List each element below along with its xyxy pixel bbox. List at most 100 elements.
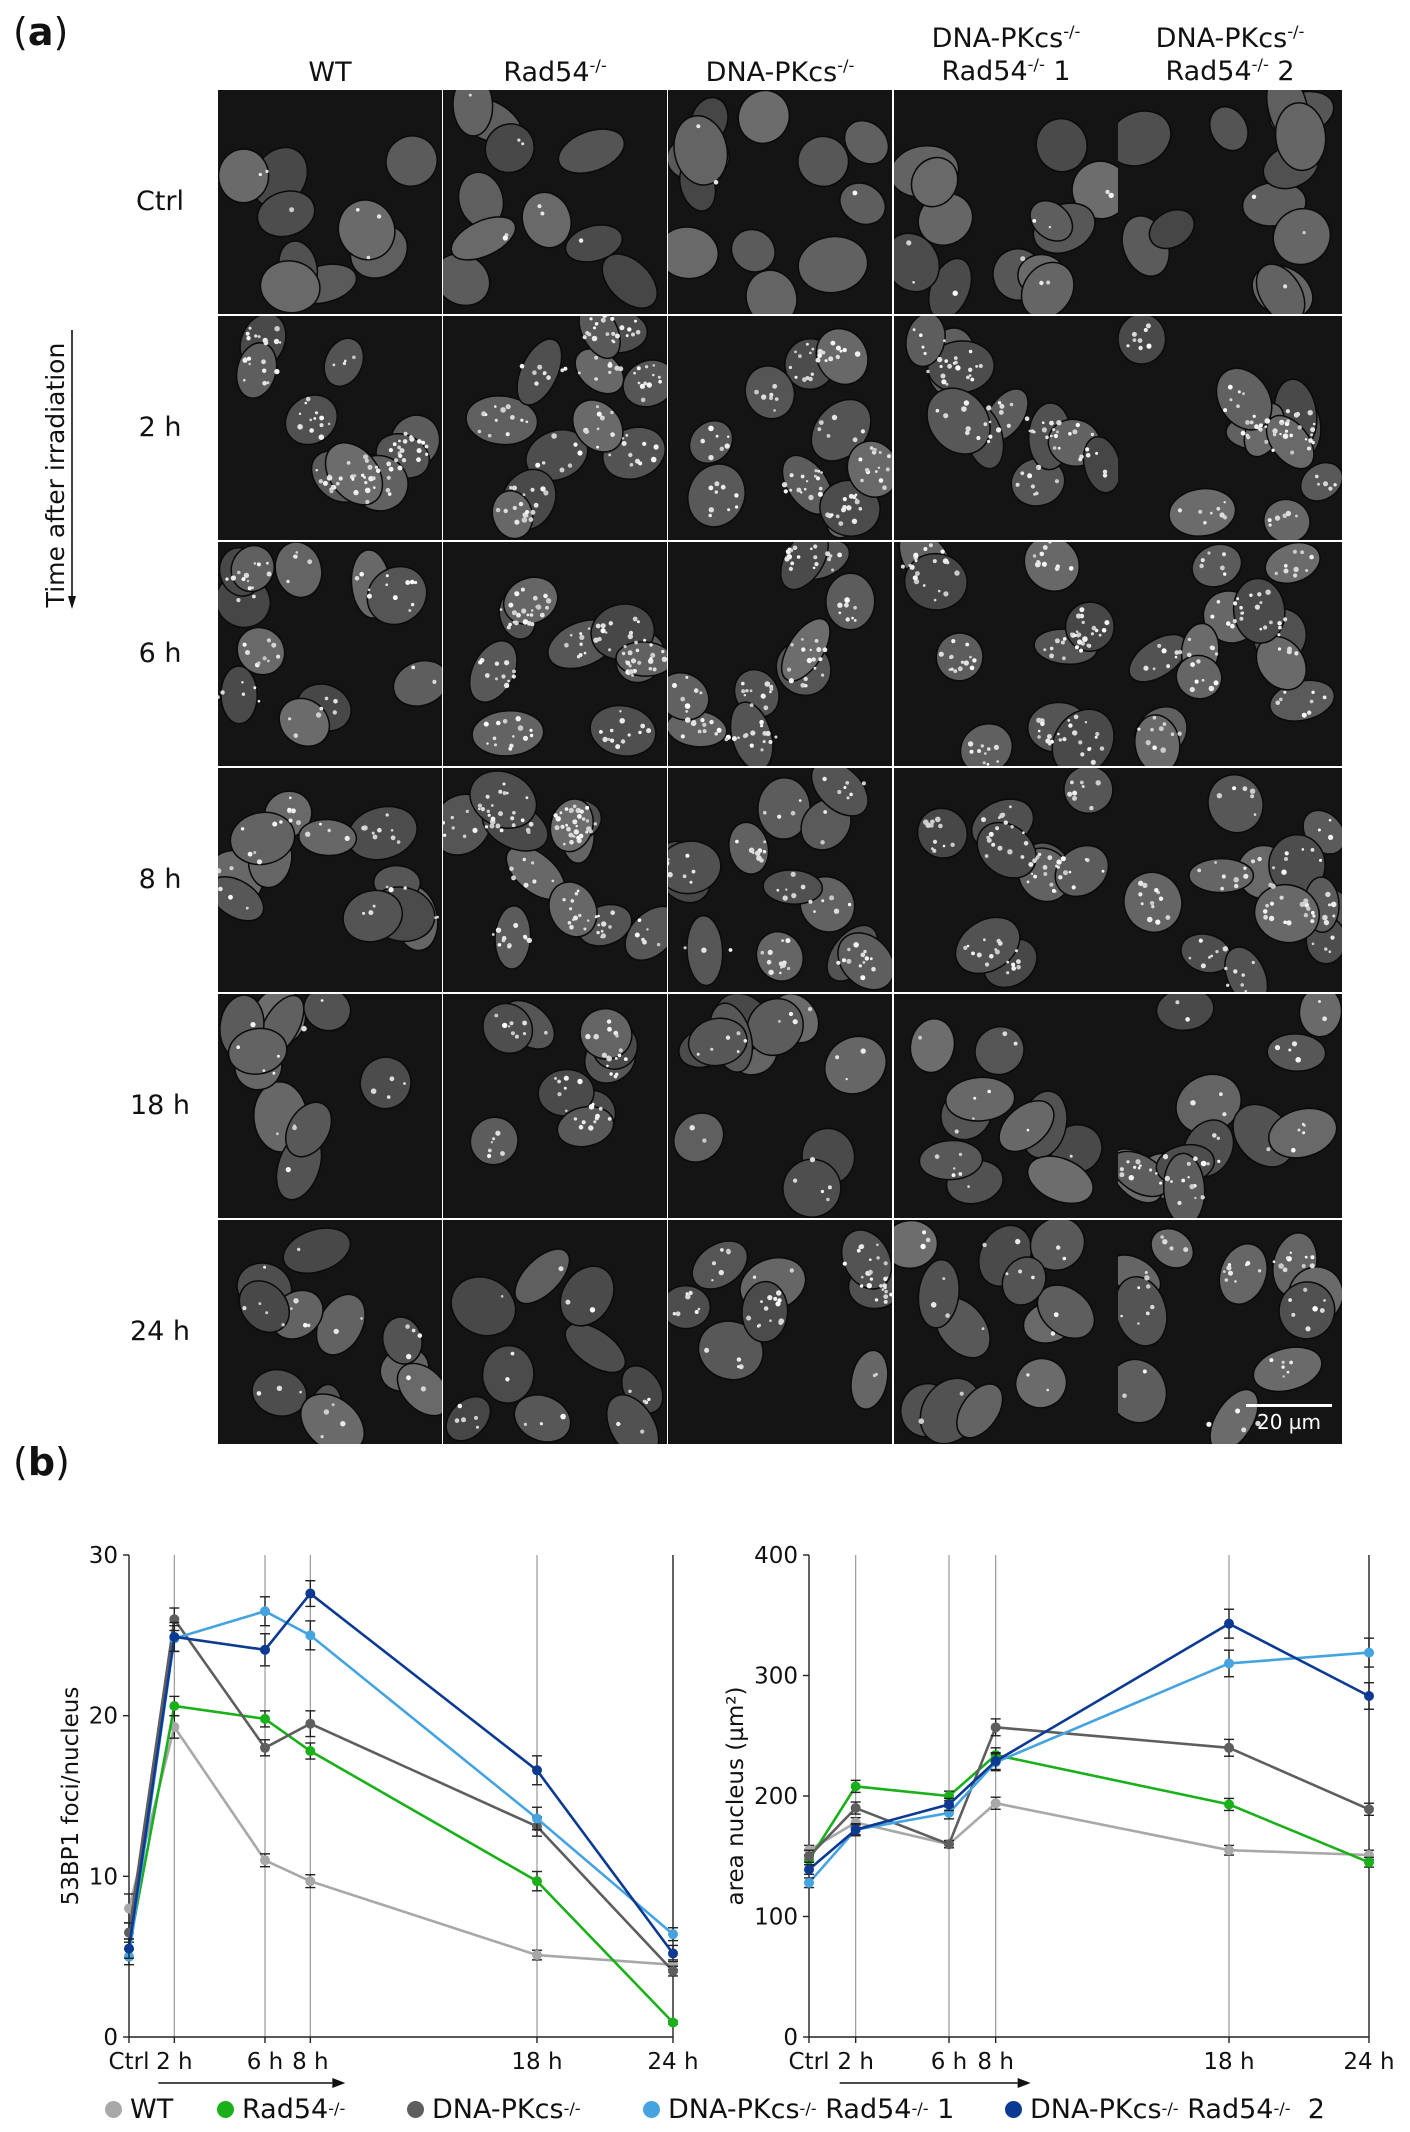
foci-spot (866, 1283, 872, 1289)
data-point (804, 1877, 814, 1888)
foci-spot (392, 442, 397, 447)
foci-spot (1244, 989, 1247, 992)
foci-spot (617, 1053, 622, 1058)
foci-spot (1009, 402, 1014, 407)
foci-spot (789, 1268, 794, 1273)
foci-spot (360, 1317, 363, 1320)
foci-spot (749, 703, 754, 708)
foci-spot (976, 435, 981, 441)
foci-spot (499, 608, 503, 611)
foci-spot (392, 595, 398, 601)
foci-spot (700, 438, 705, 444)
foci-spot (827, 1185, 832, 1190)
foci-spot (333, 699, 338, 704)
cell-nucleus (959, 723, 1014, 766)
foci-spot (744, 733, 749, 738)
foci-spot (425, 452, 429, 456)
foci-spot (1145, 323, 1151, 329)
foci-spot (286, 579, 290, 584)
foci-spot (1280, 421, 1284, 426)
foci-spot (589, 1307, 596, 1313)
genotype-superscript: -/- (589, 56, 607, 75)
foci-spot (514, 591, 520, 597)
foci-spot (1077, 639, 1083, 645)
foci-spot (938, 651, 944, 657)
foci-spot (837, 602, 843, 608)
foci-spot (274, 368, 280, 375)
foci-spot (377, 827, 382, 833)
foci-spot (1028, 429, 1032, 433)
chart-legend: WT Rad54 -/- DNA-PKcs -/- DNA-PKcs -/- Rad54 -/… (105, 2092, 1395, 2126)
foci-spot (1177, 731, 1182, 736)
legend-label: Rad54 (242, 2093, 329, 2125)
foci-spot (253, 562, 257, 565)
foci-spot (648, 667, 652, 671)
foci-spot (1048, 542, 1052, 544)
foci-spot (800, 491, 803, 494)
micrograph-tile (218, 316, 442, 540)
foci-spot (487, 813, 491, 817)
foci-spot (709, 719, 714, 725)
foci-spot (323, 1409, 330, 1415)
foci-spot (1186, 1161, 1191, 1166)
foci-spot (952, 361, 956, 365)
foci-spot (959, 1391, 964, 1396)
foci-spot (1240, 983, 1244, 987)
cell-nucleus (481, 1344, 535, 1404)
foci-spot (983, 422, 988, 427)
foci-spot (1078, 740, 1083, 745)
foci-spot (411, 1328, 416, 1333)
foci-spot (1301, 1264, 1306, 1268)
foci-spot (1201, 678, 1205, 682)
foci-spot (516, 612, 521, 618)
foci-spot (1315, 474, 1319, 479)
panel-b-label: (b) (13, 1440, 70, 1484)
foci-spot (966, 944, 970, 948)
data-point (804, 1851, 814, 1862)
foci-spot (607, 1117, 612, 1121)
foci-spot (274, 326, 280, 332)
foci-spot (736, 1031, 741, 1036)
foci-spot (1190, 662, 1195, 667)
foci-spot (514, 519, 520, 525)
foci-spot (563, 1086, 567, 1090)
foci-spot (1023, 841, 1029, 846)
foci-spot (1138, 880, 1144, 886)
y-axis-label: area nucleus (µm²) (723, 1686, 749, 1905)
data-point (260, 1644, 270, 1655)
foci-spot (542, 461, 546, 465)
foci-spot (593, 1120, 597, 1124)
foci-spot (490, 804, 494, 807)
foci-spot (371, 831, 375, 835)
foci-spot (621, 651, 626, 656)
foci-spot (518, 501, 524, 507)
foci-spot (1274, 515, 1281, 521)
foci-spot (1052, 446, 1057, 450)
micrograph-tile (668, 542, 892, 766)
foci-spot (1030, 872, 1034, 876)
foci-spot (796, 487, 802, 493)
foci-spot (1144, 1275, 1150, 1281)
foci-spot (635, 329, 641, 335)
foci-spot (506, 791, 509, 795)
foci-spot (218, 695, 220, 699)
foci-spot (779, 971, 782, 975)
foci-spot (934, 1154, 940, 1159)
foci-spot (474, 1415, 478, 1420)
cell-nucleus (918, 1139, 984, 1181)
foci-spot (1236, 404, 1240, 408)
foci-spot (657, 375, 661, 379)
foci-spot (1237, 390, 1241, 394)
foci-spot (581, 1120, 586, 1125)
foci-spot (564, 642, 569, 648)
series-line (808, 1801, 1370, 1857)
foci-spot (884, 1289, 888, 1294)
foci-spot (1281, 1365, 1285, 1369)
foci-spot (402, 439, 408, 444)
foci-spot (1328, 818, 1332, 822)
foci-spot (535, 604, 542, 610)
foci-spot (610, 738, 615, 743)
column-header-line: DNA-PKcs-/- (1120, 22, 1340, 55)
foci-spot (1328, 486, 1333, 491)
foci-spot (684, 703, 691, 709)
